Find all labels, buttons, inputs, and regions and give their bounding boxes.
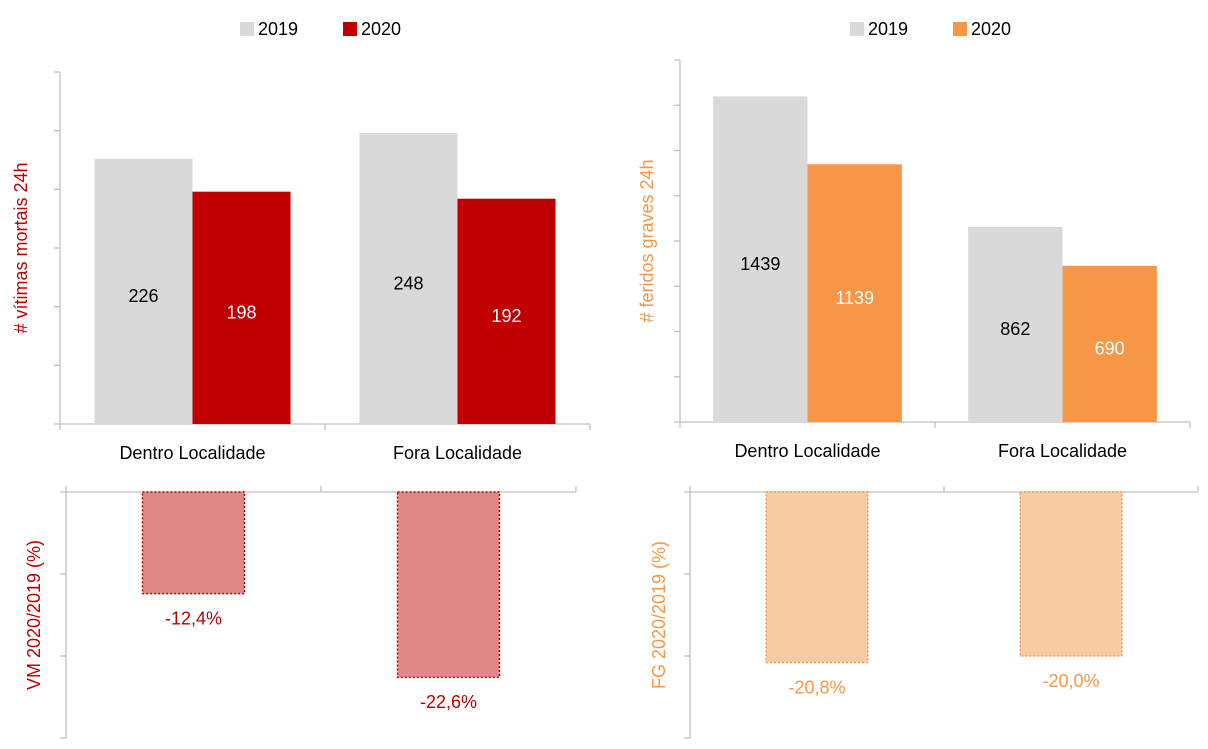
legend-label: 2019 bbox=[258, 19, 298, 39]
x-tick-label: Fora Localidade bbox=[393, 443, 522, 463]
legend-swatch bbox=[850, 22, 864, 36]
x-tick-label: Fora Localidade bbox=[998, 441, 1127, 461]
bar bbox=[1019, 491, 1123, 657]
bar bbox=[807, 164, 902, 422]
bar bbox=[141, 491, 246, 595]
y-axis-label: # vítimas mortais 24h bbox=[11, 162, 31, 333]
y-axis-label: # feridos graves 24h bbox=[637, 159, 657, 322]
bar bbox=[1062, 265, 1157, 422]
x-tick-label: Dentro Localidade bbox=[119, 443, 265, 463]
bar bbox=[359, 133, 458, 424]
legend-label: 2020 bbox=[361, 19, 401, 39]
bar bbox=[396, 491, 501, 679]
data-label: -12,4% bbox=[165, 608, 222, 628]
legend-label: 2019 bbox=[868, 19, 908, 39]
legend-label: 2020 bbox=[971, 19, 1011, 39]
y-axis-label: FG 2020/2019 (%) bbox=[649, 541, 669, 689]
data-label: 1139 bbox=[835, 288, 874, 308]
data-label: 862 bbox=[1000, 319, 1030, 339]
bar bbox=[457, 198, 556, 424]
x-tick-label: Dentro Localidade bbox=[734, 441, 880, 461]
bar bbox=[765, 491, 869, 664]
y-axis-label: VM 2020/2019 (%) bbox=[24, 540, 44, 690]
data-label: -20,0% bbox=[1042, 671, 1099, 691]
legend-swatch bbox=[240, 22, 254, 36]
data-label: 226 bbox=[128, 286, 158, 306]
legend-swatch bbox=[953, 22, 967, 36]
data-label: 690 bbox=[1095, 339, 1125, 359]
bar bbox=[192, 191, 291, 424]
data-label: -20,8% bbox=[788, 677, 845, 697]
legend-swatch bbox=[343, 22, 357, 36]
data-label: 1439 bbox=[740, 254, 780, 274]
data-label: 198 bbox=[227, 303, 257, 323]
bar bbox=[94, 158, 193, 424]
data-label: 192 bbox=[492, 306, 522, 326]
data-label: 248 bbox=[393, 273, 423, 293]
bar bbox=[968, 226, 1063, 422]
data-label: -22,6% bbox=[420, 692, 477, 712]
bar bbox=[713, 96, 808, 423]
